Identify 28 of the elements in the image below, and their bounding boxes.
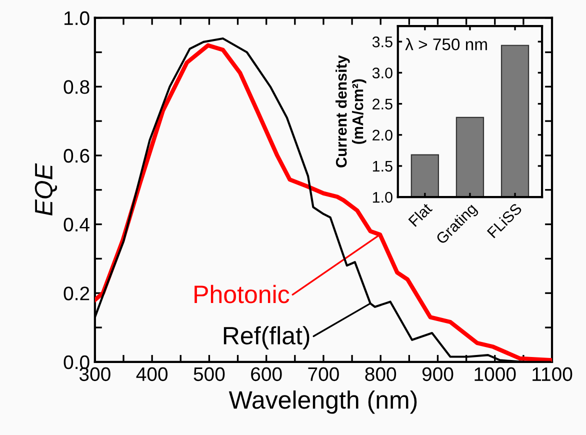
y-tick-label: 1.0 — [372, 192, 392, 203]
y-tick-label: 2.5 — [372, 98, 392, 110]
y-tick-label: 1.5 — [372, 160, 392, 172]
y-tick-label: 3.5 — [372, 36, 392, 48]
x-tick-label: 1100 — [532, 367, 572, 382]
y-tick-label: 0.0 — [64, 355, 90, 370]
y-tick-label: 0.8 — [64, 80, 90, 94]
x-tick-label: 400 — [136, 367, 168, 382]
x-tick-label: 600 — [251, 367, 282, 382]
y-axis-title: Current density (mA/cm²) — [336, 55, 366, 168]
x-tick-label: Flat — [408, 202, 433, 227]
annotation: λ > 750 nm — [405, 38, 487, 50]
y-tick-label: 0.4 — [64, 218, 90, 232]
y-axis-title: EQE — [34, 163, 58, 216]
x-tick-label: 800 — [365, 367, 396, 382]
y-tick-label: 0.6 — [64, 148, 90, 163]
x-tick-label: 1000 — [474, 367, 516, 382]
text: Ref(flat) — [224, 326, 310, 350]
y-tick-label: 2.0 — [372, 130, 392, 141]
x-tick-label: 300 — [79, 367, 110, 382]
text: Photonic — [194, 284, 290, 304]
y-tick-label: 3.0 — [372, 68, 392, 78]
x-tick-label: 500 — [194, 367, 225, 382]
x-tick-label: 900 — [422, 367, 454, 382]
y-tick-label: 0.2 — [64, 286, 90, 300]
y-tick-label: 1.0 — [64, 11, 90, 26]
x-tick-label: 700 — [308, 367, 339, 382]
x-axis-title: Wavelength (nm) — [228, 390, 417, 414]
